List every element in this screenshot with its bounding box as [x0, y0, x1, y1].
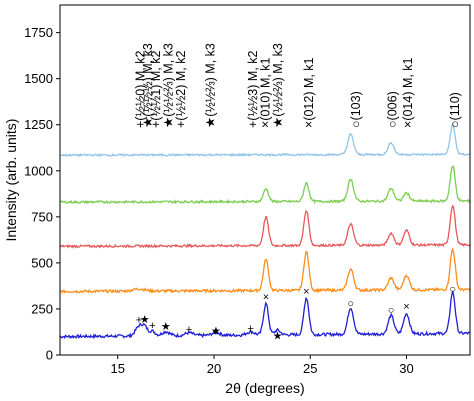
peak-marker: + — [149, 320, 155, 332]
y-tick-label: 750 — [31, 209, 53, 224]
peak-annotation: ×(010) M, k1 — [259, 57, 273, 128]
y-axis: 0 250 500 750 1000 1250 1500 1750 — [24, 25, 60, 363]
series-line-4 — [59, 122, 471, 158]
y-tick-label: 1000 — [24, 163, 53, 178]
plot-frame — [59, 4, 471, 356]
peak-marker: + — [136, 315, 142, 327]
peak-annotation: ★(½½⅔) M, k3 — [271, 43, 285, 128]
peak-annotation: ○(110) — [448, 92, 462, 128]
series-line-1 — [59, 247, 471, 295]
peak-marker: ★ — [273, 330, 283, 342]
peak-annotation: ○(103) — [349, 91, 363, 128]
peak-annotation: ★(½½½) M, k3 — [141, 43, 155, 128]
peak-annotation: +(½½3) M, k2 — [246, 50, 260, 128]
series-traces — [59, 122, 471, 340]
series-line-0 — [59, 290, 471, 340]
y-tick-label: 0 — [46, 348, 53, 363]
x-tick-label: 25 — [303, 361, 317, 376]
peak-marker: ○ — [388, 305, 395, 317]
peak-marker: × — [303, 286, 309, 298]
peak-marker: ○ — [347, 298, 354, 310]
peak-markers: +★+ ★ + ★ +×★×○○ ×○ — [136, 283, 456, 342]
peak-annotations: +(½½0) M, k2★(½½½) M, k3+(½½1) M, k2★(½½… — [133, 43, 462, 128]
series-line-2 — [59, 204, 471, 249]
x-tick-label: 20 — [207, 361, 221, 376]
peak-marker: + — [247, 323, 253, 335]
peak-marker: ○ — [449, 283, 456, 295]
peak-annotation: +(½½1) M, k2 — [149, 50, 163, 128]
y-tick-label: 500 — [31, 255, 53, 270]
y-tick-label: 250 — [31, 301, 53, 316]
x-axis: 15 20 25 30 — [111, 355, 414, 376]
peak-marker: ★ — [211, 326, 221, 338]
peak-annotation: +(½½2) M, k2 — [174, 50, 188, 128]
peak-marker: ★ — [140, 314, 150, 326]
series-line-3 — [59, 165, 471, 205]
x-axis-label: 2θ (degrees) — [225, 380, 304, 396]
peak-marker: ★ — [161, 321, 171, 333]
peak-annotation: ×(012) M, k1 — [302, 57, 316, 128]
x-tick-label: 15 — [111, 361, 125, 376]
peak-annotation: ★(½½⅔) M, k3 — [161, 43, 175, 128]
peak-annotation: +(½½0) M, k2 — [133, 50, 147, 128]
y-axis-label: Intensity (arb. units) — [3, 119, 19, 242]
peak-annotation: ★(½½⅔) M, k3 — [204, 43, 218, 128]
peak-marker: × — [403, 301, 409, 313]
peak-marker: × — [263, 292, 269, 304]
peak-annotation: ○(006) — [386, 91, 400, 128]
y-tick-label: 1500 — [24, 71, 53, 86]
peak-annotation: ×(014) M, k1 — [401, 57, 415, 128]
peak-marker: + — [186, 324, 192, 336]
y-tick-label: 1750 — [24, 25, 53, 40]
y-tick-label: 1250 — [24, 117, 53, 132]
x-tick-label: 30 — [399, 361, 413, 376]
